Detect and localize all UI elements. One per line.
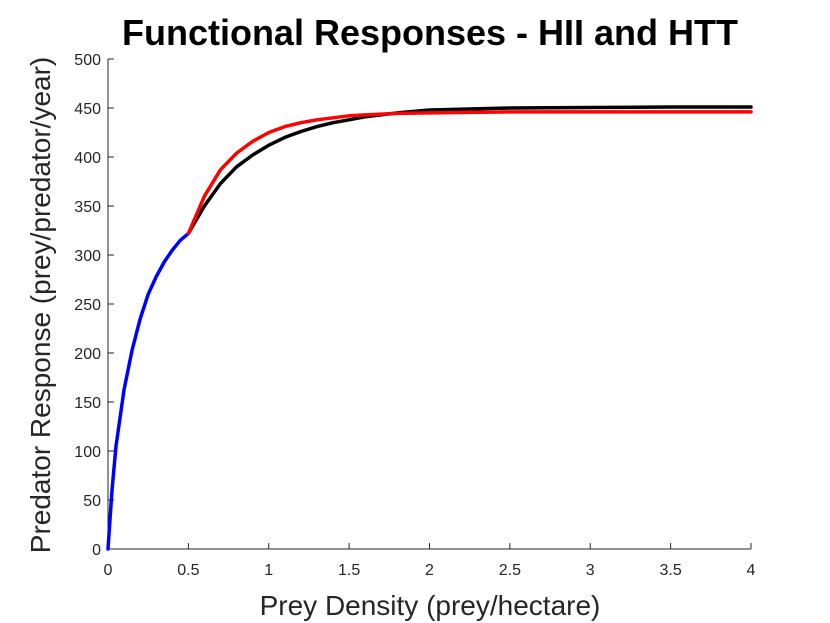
y-tick-label: 0 (92, 542, 101, 559)
y-tick-label: 250 (74, 297, 101, 314)
x-tick-label: 2 (425, 562, 434, 579)
plot-area: 0 0.5 1 1.5 2 2.5 3 3.5 4 0 50 100 150 200 250 300 350 40… (74, 52, 755, 579)
y-tick-label: 150 (74, 395, 101, 412)
series-line-1 (106, 231, 191, 551)
x-tick-label: 3.5 (660, 562, 682, 579)
y-axis-label: Predator Response (prey/predator/year) (25, 57, 56, 553)
x-tick-label: 0 (104, 562, 113, 579)
x-tick-label: 0.5 (177, 562, 199, 579)
y-tick-label: 350 (74, 199, 101, 216)
series-line-3 (186, 110, 753, 236)
y-tick-label: 50 (83, 493, 101, 510)
x-tick-label: 1 (264, 562, 273, 579)
y-tick-label: 500 (74, 52, 101, 69)
x-tick-label: 2.5 (499, 562, 521, 579)
x-axis-label: Prey Density (prey/hectare) (260, 590, 601, 621)
chart-title: Functional Responses - HII and HTT (122, 12, 738, 53)
x-tick-label: 4 (747, 562, 756, 579)
y-tick-label: 400 (74, 150, 101, 167)
x-tick-label: 1.5 (338, 562, 360, 579)
x-tick-label: 3 (586, 562, 595, 579)
y-tick-label: 100 (74, 444, 101, 461)
series-line-2 (186, 105, 753, 236)
y-tick-label: 450 (74, 101, 101, 118)
y-tick-label: 300 (74, 248, 101, 265)
y-tick-label: 200 (74, 346, 101, 363)
